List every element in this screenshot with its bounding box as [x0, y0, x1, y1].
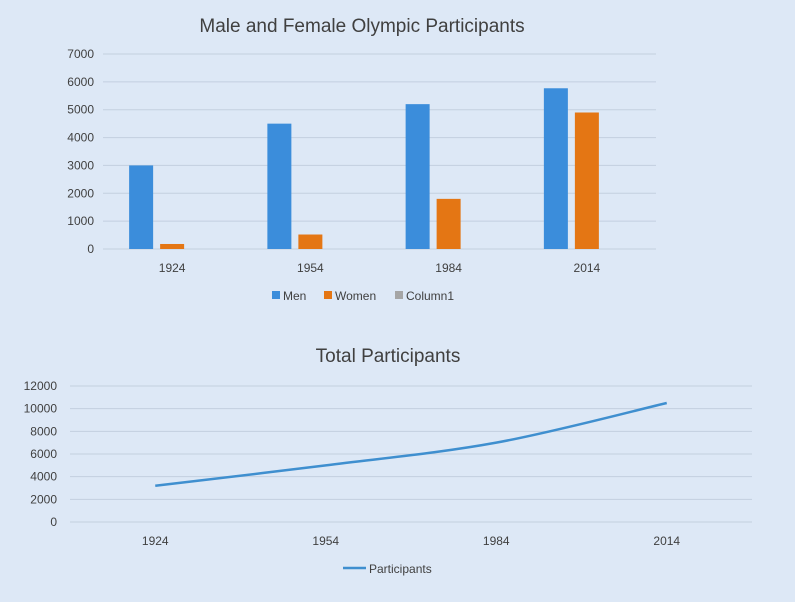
bar-women-1984 [436, 198, 461, 249]
line-chart-x-tick-label: 1954 [312, 534, 339, 548]
bar-chart-legend: Men Women Column1 [272, 289, 454, 303]
line-chart-y-tick-label: 12000 [24, 379, 58, 393]
bar-chart-y-tick-label: 5000 [67, 103, 94, 117]
bar-chart-y-tick-label: 2000 [67, 186, 94, 200]
bar-chart-y-tick-label: 3000 [67, 158, 94, 172]
bar-chart-x-tick-label: 1954 [297, 261, 324, 275]
bar-chart-y-tick-label: 1000 [67, 214, 94, 228]
legend-label-men: Men [283, 289, 306, 303]
line-chart-x-tick-label: 1984 [483, 534, 510, 548]
line-chart-gridlines [70, 385, 752, 523]
line-chart-series [155, 401, 668, 487]
line-chart-legend: Participants [343, 562, 432, 576]
line-chart-y-tick-label: 4000 [30, 470, 57, 484]
bar-chart-title: Male and Female Olympic Participants [199, 16, 524, 37]
line-chart-y-tick-label: 2000 [30, 492, 57, 506]
bar-women-1954 [298, 234, 323, 249]
bar-chart-x-axis: 1924 1954 1984 2014 [159, 261, 601, 275]
bar-chart-x-tick-label: 1924 [159, 261, 186, 275]
legend-swatch-women [324, 291, 332, 299]
legend-label-women: Women [335, 289, 376, 303]
line-chart-x-tick-label: 1924 [142, 534, 169, 548]
bar-men-1984 [405, 104, 430, 250]
line-participants [155, 401, 668, 487]
legend-swatch-column1 [395, 291, 403, 299]
bar-men-1954 [267, 123, 292, 249]
legend-swatch-men [272, 291, 280, 299]
line-chart-y-tick-label: 6000 [30, 447, 57, 461]
bar-chart-x-tick-label: 2014 [574, 261, 601, 275]
bar-men-1924 [129, 165, 154, 249]
line-chart-y-axis: 0 2000 4000 6000 8000 10000 12000 [24, 379, 58, 529]
bar-chart-gridlines [103, 53, 656, 250]
legend-label-column1: Column1 [406, 289, 454, 303]
bar-chart-y-axis: 0 1000 2000 3000 4000 5000 6000 7000 [67, 47, 94, 256]
line-chart-title: Total Participants [316, 346, 461, 367]
bar-women-1924 [160, 243, 185, 249]
legend-label-participants: Participants [369, 562, 432, 576]
bar-chart-y-tick-label: 4000 [67, 131, 94, 145]
bar-chart-y-tick-label: 0 [87, 242, 94, 256]
line-chart-x-axis: 1924 1954 1984 2014 [142, 534, 681, 548]
line-chart-y-tick-label: 0 [50, 515, 57, 529]
line-chart-x-tick-label: 2014 [653, 534, 680, 548]
bar-men-2014 [543, 88, 568, 249]
bar-women-2014 [574, 112, 599, 249]
bar-chart-y-tick-label: 6000 [67, 75, 94, 89]
bar-chart-x-tick-label: 1984 [435, 261, 462, 275]
bar-chart-y-tick-label: 7000 [67, 47, 94, 61]
bar-chart-bars [129, 88, 599, 250]
line-chart-y-tick-label: 8000 [30, 424, 57, 438]
line-chart-y-tick-label: 10000 [24, 402, 58, 416]
line-chart: Total Participants 0 2000 4000 6000 8000 1000… [24, 346, 752, 576]
bar-chart: Male and Female Olympic Participants 0 10… [67, 16, 656, 303]
